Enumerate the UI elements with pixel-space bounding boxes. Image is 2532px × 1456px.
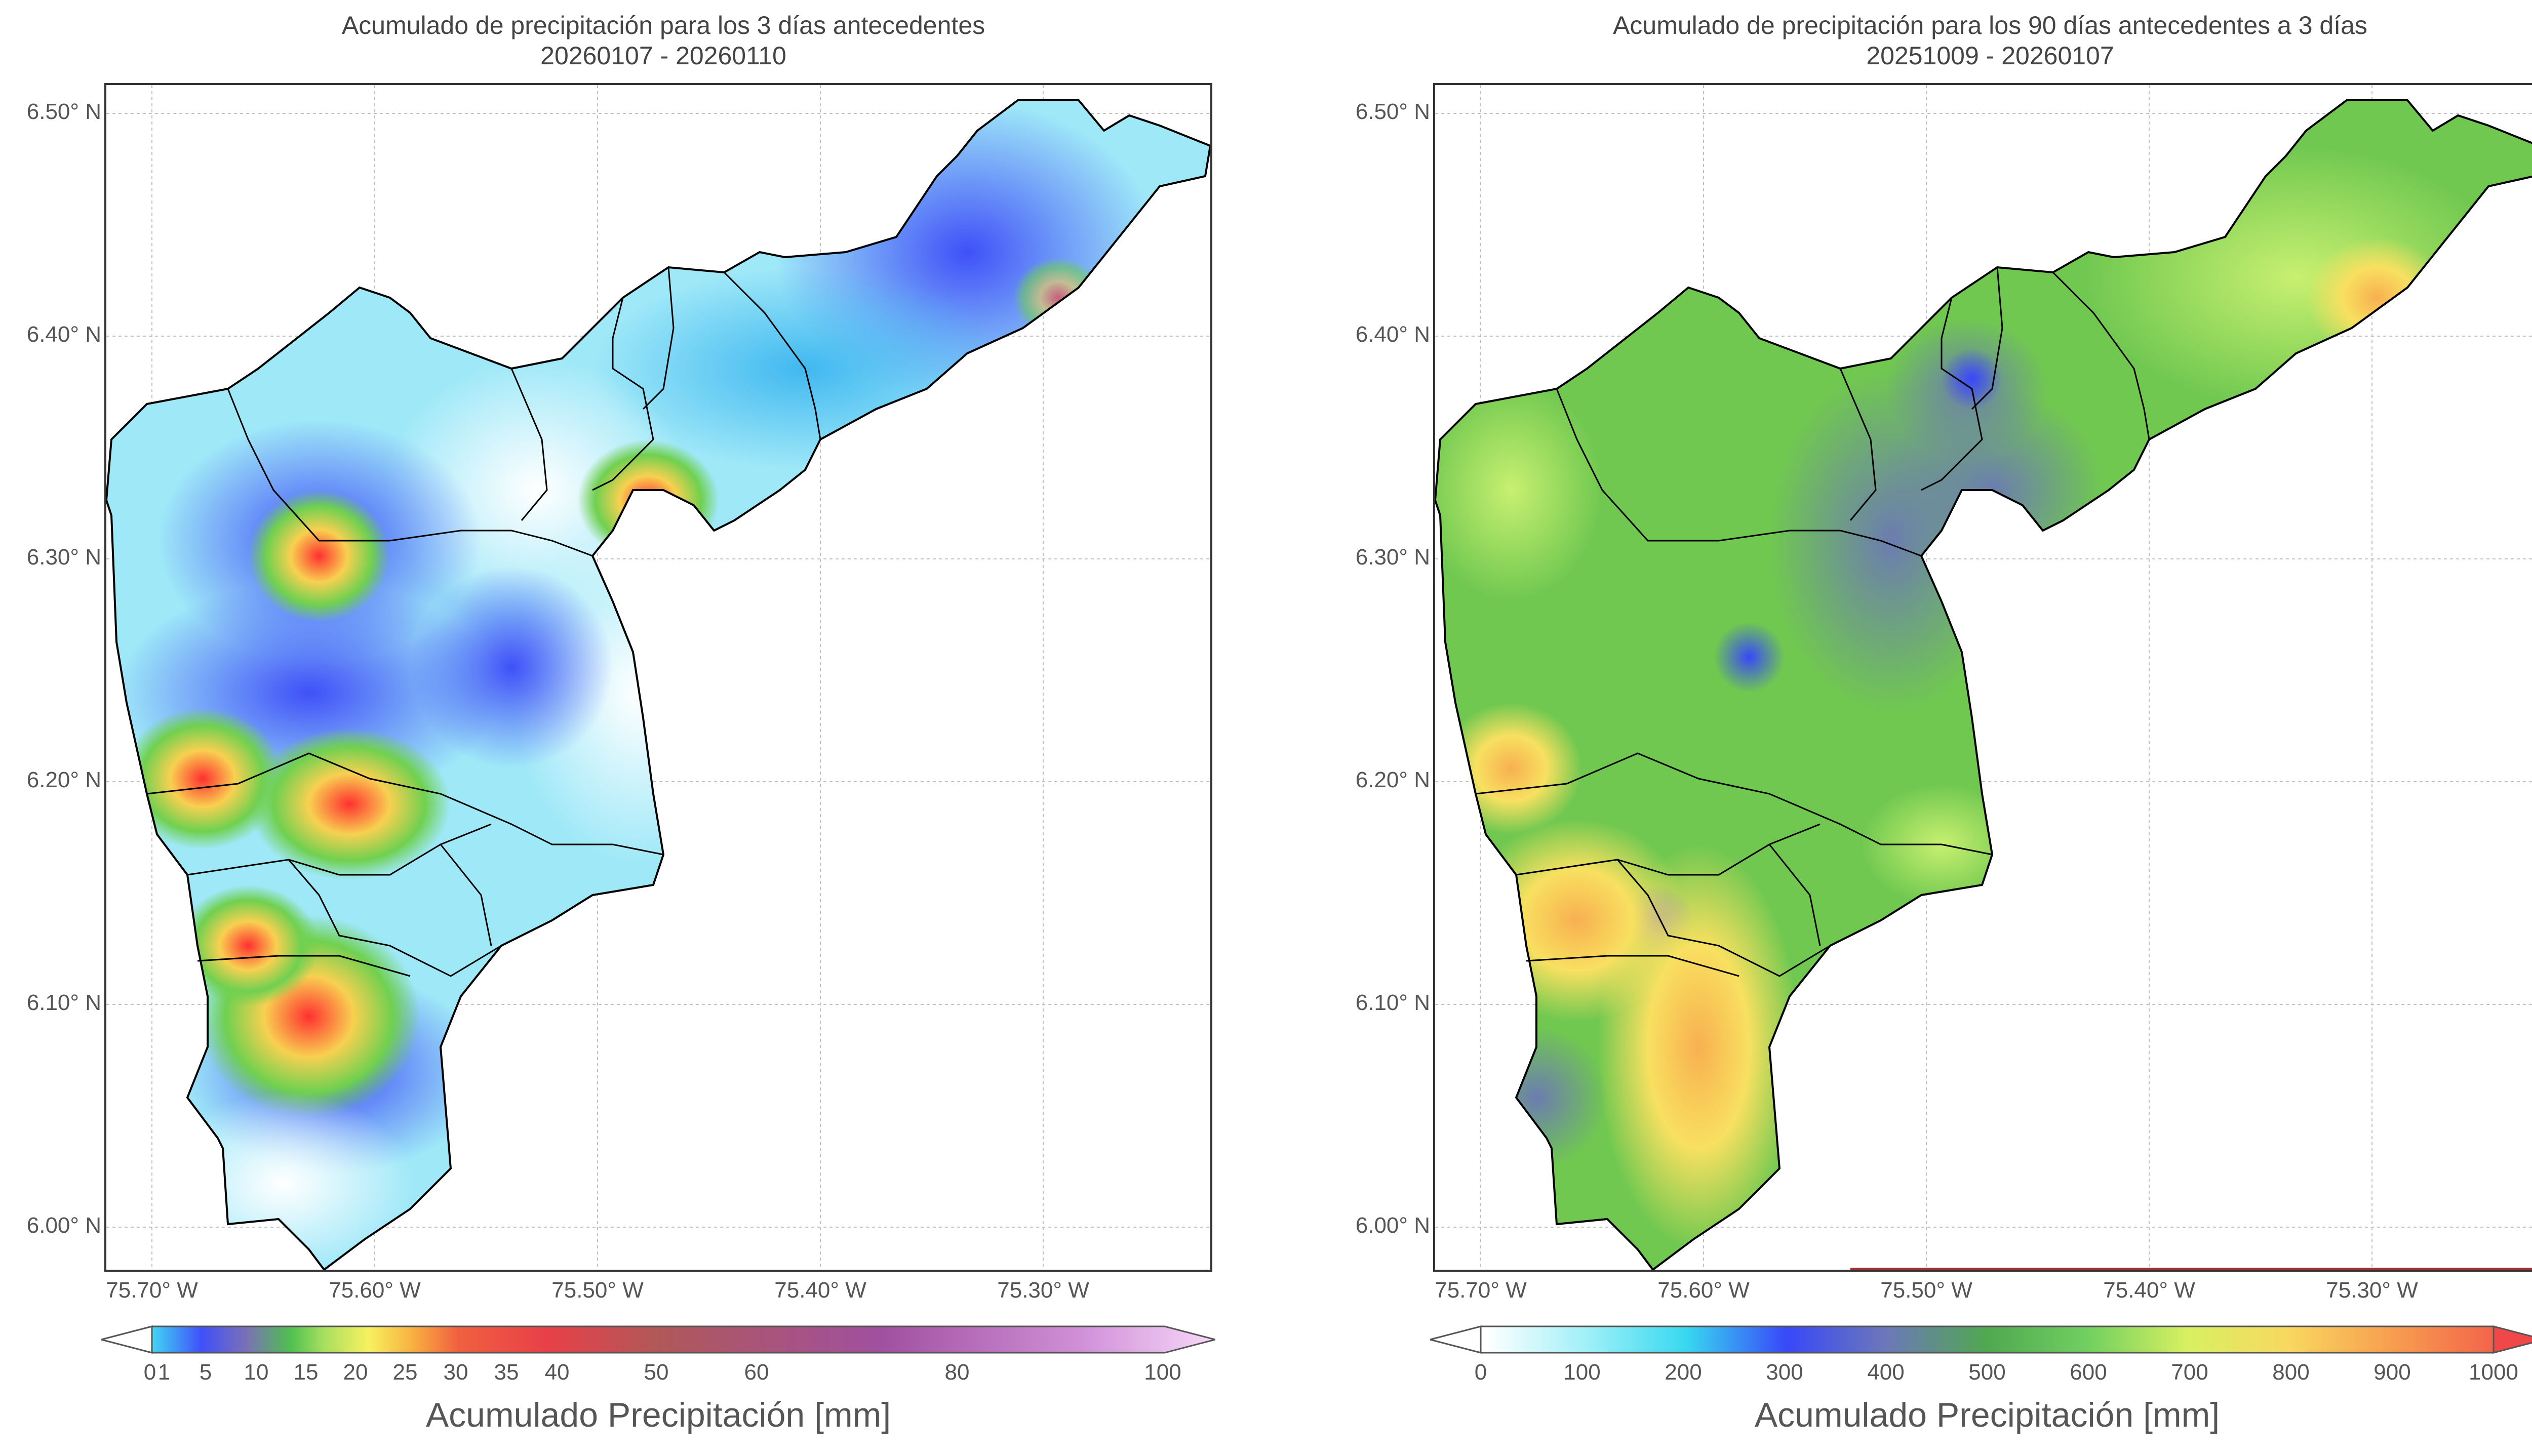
panel2-cb-label: 300 bbox=[1766, 1360, 1803, 1385]
panel2-map-frame bbox=[1433, 83, 2532, 1272]
panel2-cb-label: 900 bbox=[2373, 1360, 2411, 1385]
panel2-cb-label: 500 bbox=[1968, 1360, 2006, 1385]
panel1-cb-label: 15 bbox=[293, 1360, 319, 1385]
panel2-xtick: 75.70° W bbox=[1435, 1278, 1527, 1303]
panel1-cb-label: 35 bbox=[494, 1360, 519, 1385]
panel2-title: Acumulado de precipitación para los 90 d… bbox=[1433, 10, 2532, 71]
panel1-map bbox=[106, 85, 1210, 1270]
panel1-map-frame bbox=[104, 83, 1212, 1272]
panel1-ytick: 6.00° N bbox=[26, 1213, 101, 1238]
panel2-title-line2: 20251009 - 20260107 bbox=[1866, 42, 2114, 70]
panel1-cb-label: 80 bbox=[944, 1360, 970, 1385]
panel1-colorbar-title: Acumulado Precipitación [mm] bbox=[425, 1396, 891, 1434]
panel2-ytick: 6.10° N bbox=[1355, 990, 1430, 1015]
panel2-ytick: 6.00° N bbox=[1355, 1213, 1430, 1238]
panel2-colorbar bbox=[1430, 1325, 2532, 1354]
panel1-cb-label: 20 bbox=[343, 1360, 368, 1385]
panel2-ytick: 6.40° N bbox=[1355, 322, 1430, 347]
panel2-precip-field bbox=[1435, 100, 2532, 1270]
panel1-cb-label: 30 bbox=[443, 1360, 468, 1385]
panel2-cb-label: 400 bbox=[1867, 1360, 1905, 1385]
panel2-cb-label: 600 bbox=[2070, 1360, 2107, 1385]
panel1-cb-label: 1 bbox=[157, 1360, 171, 1385]
panel1-cb-label: 100 bbox=[1144, 1360, 1181, 1385]
panel2-cb-label: 200 bbox=[1665, 1360, 1702, 1385]
panel2-cb-label: 1000 bbox=[2469, 1360, 2518, 1385]
panel1-ytick: 6.50° N bbox=[26, 99, 101, 124]
panel1-title: Acumulado de precipitación para los 3 dí… bbox=[106, 10, 1220, 71]
panel1-title-line2: 20260107 - 20260110 bbox=[540, 42, 786, 70]
panel1-region-outline bbox=[106, 99, 1210, 1270]
panel2-title-line1: Acumulado de precipitación para los 90 d… bbox=[1613, 11, 2367, 39]
panel2-ytick: 6.30° N bbox=[1355, 545, 1430, 570]
panel2-xtick: 75.60° W bbox=[1657, 1278, 1750, 1303]
panel2-cb-label: 800 bbox=[2272, 1360, 2310, 1385]
panel1-cb-label: 5 bbox=[199, 1360, 212, 1385]
panel2-region-outline bbox=[1435, 99, 2532, 1270]
panel1-cb-label: 10 bbox=[244, 1360, 269, 1385]
panel1-ytick: 6.30° N bbox=[26, 545, 101, 570]
panel1-precip-field bbox=[106, 100, 1210, 1270]
panel2-colorbar-title: Acumulado Precipitación [mm] bbox=[1754, 1396, 2220, 1434]
panel1-xtick: 75.30° W bbox=[997, 1278, 1089, 1303]
panel2-cb-label: 700 bbox=[2171, 1360, 2208, 1385]
panel1-colorbar bbox=[101, 1325, 1215, 1354]
panel1-xtick: 75.60° W bbox=[329, 1278, 421, 1303]
panel2-xtick: 75.30° W bbox=[2326, 1278, 2418, 1303]
panel1-xtick: 75.40° W bbox=[774, 1278, 866, 1303]
panel1-xtick: 75.70° W bbox=[106, 1278, 198, 1303]
panel1-cb-label: 60 bbox=[744, 1360, 769, 1385]
panel1-ytick: 6.10° N bbox=[26, 990, 101, 1015]
panel1-ytick: 6.20° N bbox=[26, 767, 101, 792]
panel1-ytick: 6.40° N bbox=[26, 322, 101, 347]
panel2-cb-label: 100 bbox=[1563, 1360, 1601, 1385]
panel1-xtick: 75.50° W bbox=[551, 1278, 644, 1303]
panel1-municipal-boundaries bbox=[146, 267, 821, 977]
panel2-ytick: 6.50° N bbox=[1355, 99, 1430, 124]
panel2-cb-label: 0 bbox=[1474, 1360, 1487, 1385]
panel1-cb-label: 25 bbox=[392, 1360, 418, 1385]
panel2-xtick: 75.40° W bbox=[2103, 1278, 2195, 1303]
panel1-cb-label: 50 bbox=[644, 1360, 669, 1385]
panel2-ytick: 6.20° N bbox=[1355, 767, 1430, 792]
panel2-municipal-boundaries bbox=[1475, 267, 2150, 977]
panel2-map bbox=[1435, 85, 2532, 1270]
panel2-xtick: 75.50° W bbox=[1880, 1278, 1972, 1303]
panel1-cb-label: 0 bbox=[143, 1360, 156, 1385]
panel1-cb-label: 40 bbox=[544, 1360, 570, 1385]
panel1-title-line1: Acumulado de precipitación para los 3 dí… bbox=[341, 11, 985, 39]
